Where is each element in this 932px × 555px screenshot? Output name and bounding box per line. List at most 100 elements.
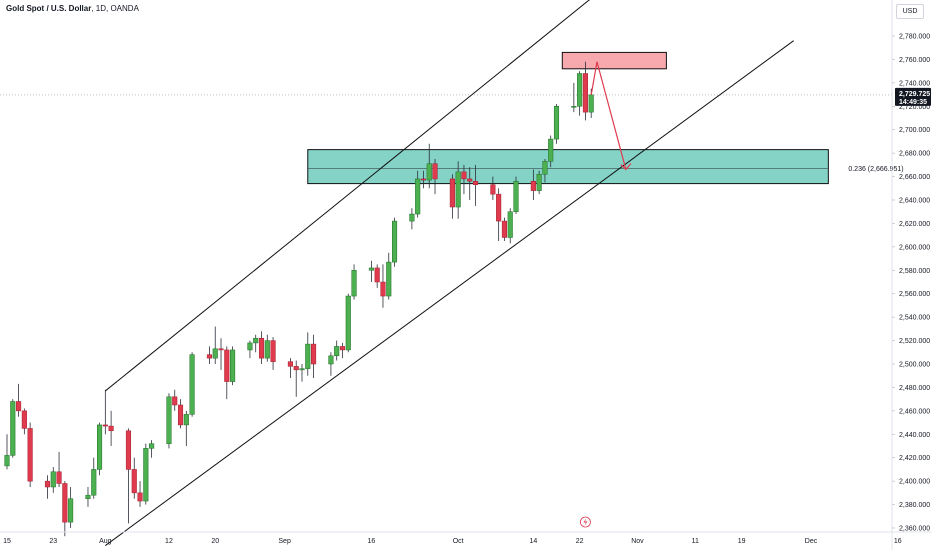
time-axis-label: 19: [738, 538, 746, 545]
candle-up: [536, 170, 542, 195]
candle-body: [10, 401, 16, 456]
candle-down: [62, 481, 68, 537]
time-axis-label: 23: [49, 538, 57, 545]
candle-up: [577, 71, 583, 116]
candle-body: [507, 211, 513, 238]
candle-up: [96, 422, 103, 476]
candle-body: [102, 424, 108, 427]
candle-up: [149, 440, 155, 458]
candle-body: [68, 498, 74, 523]
fib-level-label: 0.236 (2,666.951): [848, 166, 903, 173]
candle-down: [449, 174, 455, 219]
projection-arrow[interactable]: [590, 61, 627, 170]
candle-down: [44, 475, 51, 499]
candle-up: [548, 135, 554, 168]
candle-up: [409, 208, 415, 230]
price-axis-label: 2,500.000: [899, 362, 930, 369]
price-axis-label: 2,540.000: [899, 315, 930, 322]
candle-body: [472, 181, 479, 186]
price-axis-label: 2,620.000: [899, 221, 930, 228]
candle-body: [149, 443, 155, 449]
candle-up: [513, 176, 519, 215]
candle-body: [577, 73, 583, 107]
price-axis-label: 2,640.000: [899, 198, 930, 205]
candle-body: [426, 163, 432, 181]
candle-up: [542, 159, 548, 183]
candle-body: [137, 492, 143, 502]
candle-body: [386, 261, 392, 297]
candle-down: [490, 176, 496, 200]
candle-body: [345, 295, 351, 351]
candle-body: [455, 171, 461, 208]
price-axis-label: 2,600.000: [899, 244, 930, 251]
candle-body: [432, 163, 438, 180]
candle-body: [380, 281, 386, 297]
candle-up: [571, 82, 577, 113]
candle-body: [96, 424, 103, 470]
candle-body: [311, 343, 317, 365]
channel-lower-line[interactable]: [105, 40, 794, 546]
candle-down: [21, 408, 27, 435]
time-axis-label: 14: [529, 538, 537, 545]
candle-down: [125, 428, 132, 524]
candle-up: [50, 467, 56, 493]
candle-body: [368, 267, 374, 271]
candle-up: [345, 293, 351, 353]
candle-body: [553, 106, 560, 140]
candle-up: [85, 487, 91, 507]
candle-body: [247, 342, 253, 351]
resistance-zone[interactable]: [561, 51, 667, 70]
candle-body: [490, 184, 496, 195]
candle-down: [206, 346, 212, 364]
candle-body: [536, 173, 542, 191]
candle-down: [432, 159, 438, 195]
candle-down: [177, 399, 184, 429]
candle-down: [56, 451, 62, 487]
candle-body: [391, 220, 398, 263]
candle-body: [542, 161, 548, 175]
time-axis-label: Oct: [453, 538, 464, 545]
channel-upper-line[interactable]: [105, 0, 689, 392]
candle-body: [125, 430, 132, 470]
price-axis-label: 2,560.000: [899, 291, 930, 298]
time-axis-label: 15: [3, 538, 11, 545]
candle-body: [189, 354, 195, 415]
currency-button[interactable]: USD: [896, 4, 924, 19]
symbol-meta: , 1D, OANDA: [91, 4, 139, 13]
price-axis-label: 2,440.000: [899, 432, 930, 439]
candle-down: [224, 346, 230, 400]
candle-down: [501, 217, 507, 241]
candle-body: [449, 178, 455, 208]
price-axis-label: 2,480.000: [899, 385, 930, 392]
time-axis-label: 22: [576, 538, 584, 545]
candle-body: [85, 494, 91, 499]
candle-up: [391, 217, 398, 267]
candle-down: [137, 481, 143, 507]
symbol-title: Gold Spot / U.S. Dollar: [6, 4, 92, 13]
support-zone[interactable]: [307, 149, 829, 185]
candle-body: [351, 270, 357, 297]
time-axis-label: 16: [894, 538, 902, 545]
candle-up: [368, 260, 374, 282]
candle-body: [270, 340, 276, 362]
candle-down: [582, 61, 588, 121]
candle-body: [131, 469, 137, 494]
candle-body: [183, 414, 189, 426]
candle-body: [4, 455, 10, 467]
candle-down: [108, 410, 114, 446]
price-axis-label: 2,420.000: [899, 455, 930, 462]
candle-down: [339, 342, 346, 359]
candle-body: [339, 346, 346, 351]
candle-body: [420, 178, 427, 181]
price-axis-label: 2,680.000: [899, 151, 930, 158]
candle-up: [426, 143, 432, 189]
candle-body: [334, 346, 340, 357]
candle-down: [380, 264, 386, 308]
price-axis-label: 2,780.000: [899, 34, 930, 41]
candle-body: [253, 337, 259, 344]
candle-body: [50, 471, 56, 488]
candle-body: [501, 220, 507, 238]
candle-down: [467, 167, 473, 200]
